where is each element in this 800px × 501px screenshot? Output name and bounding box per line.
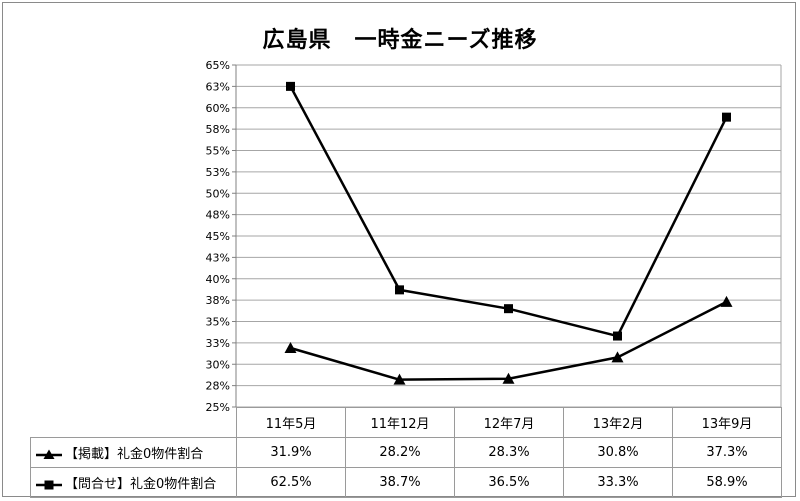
series-row-inquiry: 【問合せ】礼金0物件割合 62.5% 38.7% 36.5% 33.3% 58.… [30,467,782,498]
y-tick-label: 48% [206,209,230,222]
data-label: 30.8% [563,437,673,468]
y-tick-label: 55% [206,145,230,158]
y-tick-label: 50% [206,187,230,200]
data-label: 31.9% [236,437,346,468]
y-tick-label: 40% [206,273,230,286]
square-data-point [395,285,404,295]
data-label: 38.7% [345,467,455,498]
y-tick-label: 63% [206,80,230,93]
table-corner [30,407,237,438]
triangle-data-point [720,295,733,307]
square-data-point [504,304,513,314]
category-label: 13年2月 [563,407,673,438]
triangle-data-point [611,351,624,363]
data-label: 28.2% [345,437,455,468]
legend-entry-inquiry: 【問合せ】礼金0物件割合 [30,467,237,498]
category-label: 12年7月 [454,407,564,438]
triangle-data-point [284,342,297,354]
data-label: 62.5% [236,467,346,498]
legend-label: 【掲載】礼金0物件割合 [65,447,204,462]
data-label: 33.3% [563,467,673,498]
square-data-point [286,81,295,91]
y-tick-label: 60% [206,102,230,115]
triangle-data-point [502,372,515,384]
category-label: 11年12月 [345,407,455,438]
data-table: 11年5月 11年12月 12年7月 13年2月 13年9月 【掲載】礼金0物件… [30,407,782,498]
category-label: 11年5月 [236,407,346,438]
y-tick-label: 65% [206,59,230,72]
data-label: 28.3% [454,437,564,468]
square-line-legend-icon [35,479,63,491]
data-label: 58.9% [672,467,782,498]
legend-entry-listing: 【掲載】礼金0物件割合 [30,437,237,468]
category-row: 11年5月 11年12月 12年7月 13年2月 13年9月 [30,407,782,438]
y-tick-label: 33% [206,337,230,350]
chart-title: 広島県 一時金ニーズ推移 [262,28,538,53]
y-tick-label: 38% [206,294,230,307]
y-tick-label: 43% [206,251,230,264]
triangle-data-point [393,373,406,385]
legend-label: 【問合せ】礼金0物件割合 [65,477,217,492]
square-data-point [722,112,731,122]
y-tick-label: 58% [206,123,230,136]
y-tick-label: 30% [206,358,230,371]
triangle-line-legend-icon [35,449,63,461]
y-tick-label: 45% [206,230,230,243]
series-row-listing: 【掲載】礼金0物件割合 31.9% 28.2% 28.3% 30.8% 37.3… [30,437,782,468]
y-tick-label: 35% [206,316,230,329]
y-tick-label: 28% [206,380,230,393]
series-line [289,85,728,338]
category-label: 13年9月 [672,407,782,438]
data-label: 37.3% [672,437,782,468]
series-line [290,300,728,381]
data-label: 36.5% [454,467,564,498]
square-data-point [613,331,622,341]
y-tick-label: 53% [206,166,230,179]
